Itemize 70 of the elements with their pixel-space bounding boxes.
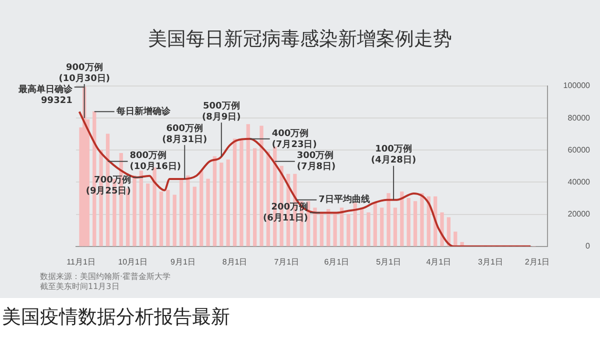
annotation: 每日新增确诊 (115, 106, 172, 118)
x-tick-label: 9月1日 (170, 257, 196, 266)
annotation: 300万例 (7月8日) (296, 150, 336, 172)
bar (333, 212, 337, 246)
bar (220, 162, 224, 246)
text: 截至美东时间11月3日 (40, 282, 120, 292)
bar (159, 192, 164, 246)
bar (126, 188, 130, 246)
bar (346, 214, 350, 246)
bar (360, 208, 364, 246)
bar (454, 232, 458, 246)
x-tick-label: 11月1日 (66, 257, 96, 266)
bar (420, 193, 424, 246)
bar (226, 159, 230, 246)
annotation: 400万例 (7月23日) (272, 128, 317, 150)
bar (186, 175, 190, 246)
bar (212, 156, 217, 246)
bar (380, 208, 384, 246)
y-tick-label: 80000 (568, 113, 591, 122)
bar (353, 202, 357, 246)
bar (386, 193, 390, 246)
x-tick-label: 4月1日 (426, 257, 452, 266)
bar (253, 148, 257, 246)
x-tick-label: 6月1日 (324, 257, 350, 266)
bar (200, 170, 204, 246)
y-tick-label: 0 (586, 242, 591, 251)
bar (320, 212, 324, 246)
chart-title: 美国每日新冠病毒感染新增案例走势 (147, 27, 453, 52)
bar (132, 175, 136, 246)
y-tick-label: 100000 (563, 81, 591, 90)
x-tick-label: 3月1日 (478, 257, 503, 266)
x-tick-label: 7月1日 (274, 257, 300, 266)
annotation: 7日平均曲线 (318, 194, 370, 206)
y-tick-label: 40000 (568, 177, 591, 186)
bar (366, 212, 370, 246)
bar (246, 124, 250, 246)
y-tick-label: 60000 (568, 145, 591, 154)
bar (340, 208, 344, 246)
annotation: 800万例 (10月16日) (130, 150, 182, 172)
bar (172, 194, 176, 246)
x-tick-label: 8月1日 (222, 257, 248, 266)
bar (206, 178, 210, 246)
bar (413, 201, 418, 246)
bar (192, 186, 196, 246)
annotation: 500万例 (8月9日) (202, 100, 241, 122)
bar (406, 198, 410, 246)
y-tick-label: 20000 (568, 210, 591, 219)
bar (232, 138, 237, 246)
bar (139, 170, 144, 246)
annotation: 100万例 (4月28日) (371, 144, 416, 166)
bar (146, 184, 150, 246)
annotation: 600万例 (8月31日) (162, 122, 208, 145)
bar (400, 192, 404, 246)
source-note: 数据来源：美国约翰斯·霍普金斯大学 (40, 272, 171, 282)
bar (179, 180, 184, 246)
annotation: 最高单日确诊 99321 (17, 84, 74, 106)
bar (326, 209, 330, 246)
annotation: 700万例 (9月25日) (86, 174, 131, 196)
text: 美国疫情数据分析报告最新 (0, 298, 600, 337)
x-tick-label: 2月1日 (524, 257, 550, 266)
bar (240, 140, 244, 246)
bar (260, 126, 264, 246)
annotation: 900万例 (10月30日) (58, 62, 110, 84)
bar (393, 208, 398, 246)
bar (152, 167, 156, 246)
bar (166, 190, 170, 246)
x-tick-label: 5月1日 (376, 257, 401, 266)
bar (313, 208, 317, 246)
x-tick-label: 10月1日 (118, 257, 148, 266)
bar (373, 202, 377, 246)
